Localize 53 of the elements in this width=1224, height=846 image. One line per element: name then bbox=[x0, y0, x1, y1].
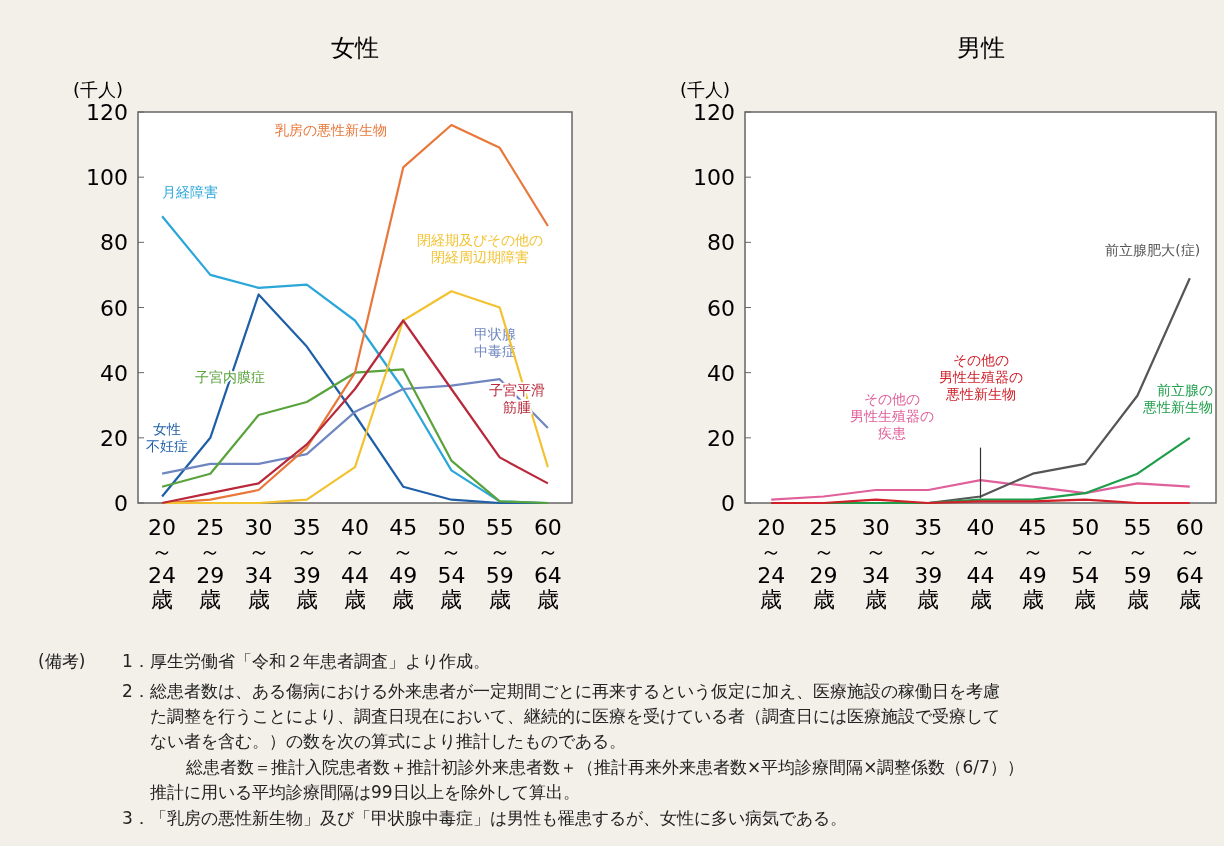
y-tick-label: 40 bbox=[100, 360, 128, 386]
text: 乳房の悪性新生物 bbox=[274, 121, 387, 138]
x-tick-label: 40～44歳 bbox=[341, 515, 369, 612]
y-tick-label: 0 bbox=[114, 491, 128, 516]
text: その他の男性生殖器の疾患 bbox=[849, 390, 934, 441]
chart-title: 男性 bbox=[956, 34, 1005, 62]
line-series bbox=[770, 479, 1191, 501]
text: ない者を含む。）の数を次の算式により推計したものである。 bbox=[150, 731, 626, 751]
y-tick-label: 120 bbox=[693, 100, 735, 125]
y-axis-title: (千人) bbox=[679, 79, 731, 100]
series-label: 月経障害 bbox=[162, 183, 219, 200]
x-tick-label: 60～64歳 bbox=[533, 515, 562, 612]
x-tick-label: 50～54歳 bbox=[437, 515, 466, 612]
y-tick-label: 100 bbox=[693, 165, 735, 191]
y-axis-title: (千人) bbox=[72, 79, 124, 100]
x-tick-label: 25～29歳 bbox=[196, 515, 225, 612]
x-tick-label: 20～24歳 bbox=[757, 515, 786, 612]
x-tick-label: 45～49歳 bbox=[389, 515, 418, 612]
series-label: 女性不妊症 bbox=[145, 420, 188, 454]
text: 総患者数＝推計入院患者数＋推計初診外来患者数＋（推計再来外来患者数×平均診療間隔×調整係数（6/7）） bbox=[185, 757, 1024, 777]
chart-title: 女性 bbox=[331, 34, 379, 62]
y-tick-label: 120 bbox=[86, 100, 128, 125]
x-tick-label: 55～59歳 bbox=[1123, 515, 1152, 612]
text: 推計に用いる平均診療間隔は99日以上を除外して算出。 bbox=[150, 782, 580, 802]
y-tick-label: 40 bbox=[707, 360, 735, 386]
text: 前立腺の悪性新生物 bbox=[1142, 381, 1214, 415]
y-tick-label: 80 bbox=[707, 230, 735, 256]
text: (備考) bbox=[38, 651, 86, 671]
x-tick-label: 35～39歳 bbox=[914, 515, 943, 612]
text: 1．厚生労働省「令和２年患者調査」より作成。 bbox=[122, 651, 490, 671]
x-tick-label: 50～54歳 bbox=[1071, 515, 1100, 612]
y-tick-label: 80 bbox=[100, 230, 128, 256]
x-tick-label: 60～64歳 bbox=[1175, 515, 1204, 612]
x-tick-label: 20～24歳 bbox=[148, 515, 177, 612]
text: 3．「乳房の悪性新生物」及び「甲状腺中毒症」は男性も罹患するが、女性に多い病気である。 bbox=[122, 808, 847, 828]
text: 閉経期及びその他の閉経周辺期障害 bbox=[417, 231, 544, 265]
y-tick-label: 20 bbox=[707, 425, 735, 451]
text: 2．総患者数は、ある傷病における外来患者が一定期間ごとに再来するという仮定に加え、医療施設の稼働日を考慮 bbox=[122, 681, 1000, 701]
y-tick-label: 100 bbox=[86, 165, 128, 191]
x-tick-label: 30～34歳 bbox=[244, 515, 273, 612]
text: その他の男性生殖器の悪性新生物 bbox=[938, 351, 1023, 402]
x-tick-label: 25～29歳 bbox=[809, 515, 838, 612]
x-tick-label: 45～49歳 bbox=[1018, 515, 1047, 612]
y-tick-label: 60 bbox=[100, 295, 128, 321]
series-label: 前立腺肥大(症) bbox=[1105, 242, 1201, 259]
x-tick-label: 35～39歳 bbox=[292, 515, 321, 612]
y-tick-label: 60 bbox=[707, 295, 735, 321]
text: た調整を行うことにより、調査日現在において、継続的に医療を受けている者（調査日には医療施設で受療して bbox=[150, 706, 1000, 726]
y-tick-label: 20 bbox=[100, 425, 128, 451]
x-tick-label: 30～34歳 bbox=[861, 515, 890, 612]
x-tick-label: 55～59歳 bbox=[485, 515, 514, 612]
y-tick-label: 0 bbox=[721, 491, 735, 516]
x-tick-label: 40～44歳 bbox=[966, 515, 995, 612]
